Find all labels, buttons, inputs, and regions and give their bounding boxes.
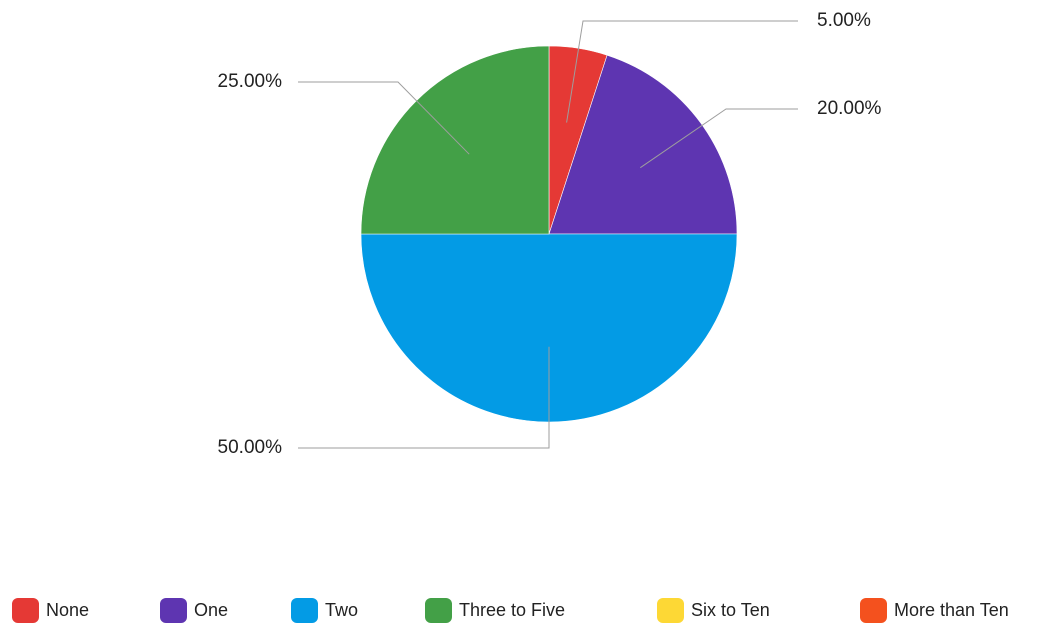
legend-item-three-to-five[interactable]: Three to Five bbox=[425, 596, 565, 624]
legend-swatch-none bbox=[12, 597, 39, 623]
legend-swatch-six-to-ten bbox=[657, 597, 684, 623]
data-label-none: 5.00% bbox=[817, 10, 871, 31]
legend-swatch-three-to-five bbox=[425, 597, 452, 623]
pie-slice-one[interactable] bbox=[548, 54, 738, 235]
legend-item-two[interactable]: Two bbox=[291, 596, 358, 624]
leader-line-one bbox=[640, 108, 798, 169]
legend-label-more-than-ten: More than Ten bbox=[894, 600, 1009, 620]
legend-swatch-two bbox=[291, 597, 318, 623]
legend-label-two: Two bbox=[325, 600, 359, 620]
leader-line-none bbox=[566, 20, 798, 123]
legend-item-none[interactable]: None bbox=[12, 596, 89, 624]
legend-label-none: None bbox=[46, 600, 90, 620]
legend-item-six-to-ten[interactable]: Six to Ten bbox=[657, 596, 770, 624]
leader-line-two bbox=[298, 346, 550, 449]
data-label-three-to-five: 25.00% bbox=[218, 71, 283, 92]
data-label-one: 20.00% bbox=[817, 98, 882, 119]
legend-swatch-more-than-ten bbox=[860, 597, 887, 623]
legend-label-six-to-ten: Six to Ten bbox=[691, 600, 770, 620]
legend-item-more-than-ten[interactable]: More than Ten bbox=[860, 596, 1009, 624]
pie-plot-area: 5.00% 20.00% 50.00% 25.00% bbox=[218, 10, 882, 458]
leader-line-three-to-five bbox=[298, 81, 470, 155]
legend-swatch-one bbox=[160, 597, 187, 623]
legend-label-three-to-five: Three to Five bbox=[459, 600, 566, 620]
legend: None One Two Three to Five Six to Ten Mo… bbox=[0, 596, 1062, 624]
data-label-two: 50.00% bbox=[218, 437, 283, 458]
legend-item-one[interactable]: One bbox=[160, 596, 228, 624]
legend-label-one: One bbox=[194, 600, 229, 620]
